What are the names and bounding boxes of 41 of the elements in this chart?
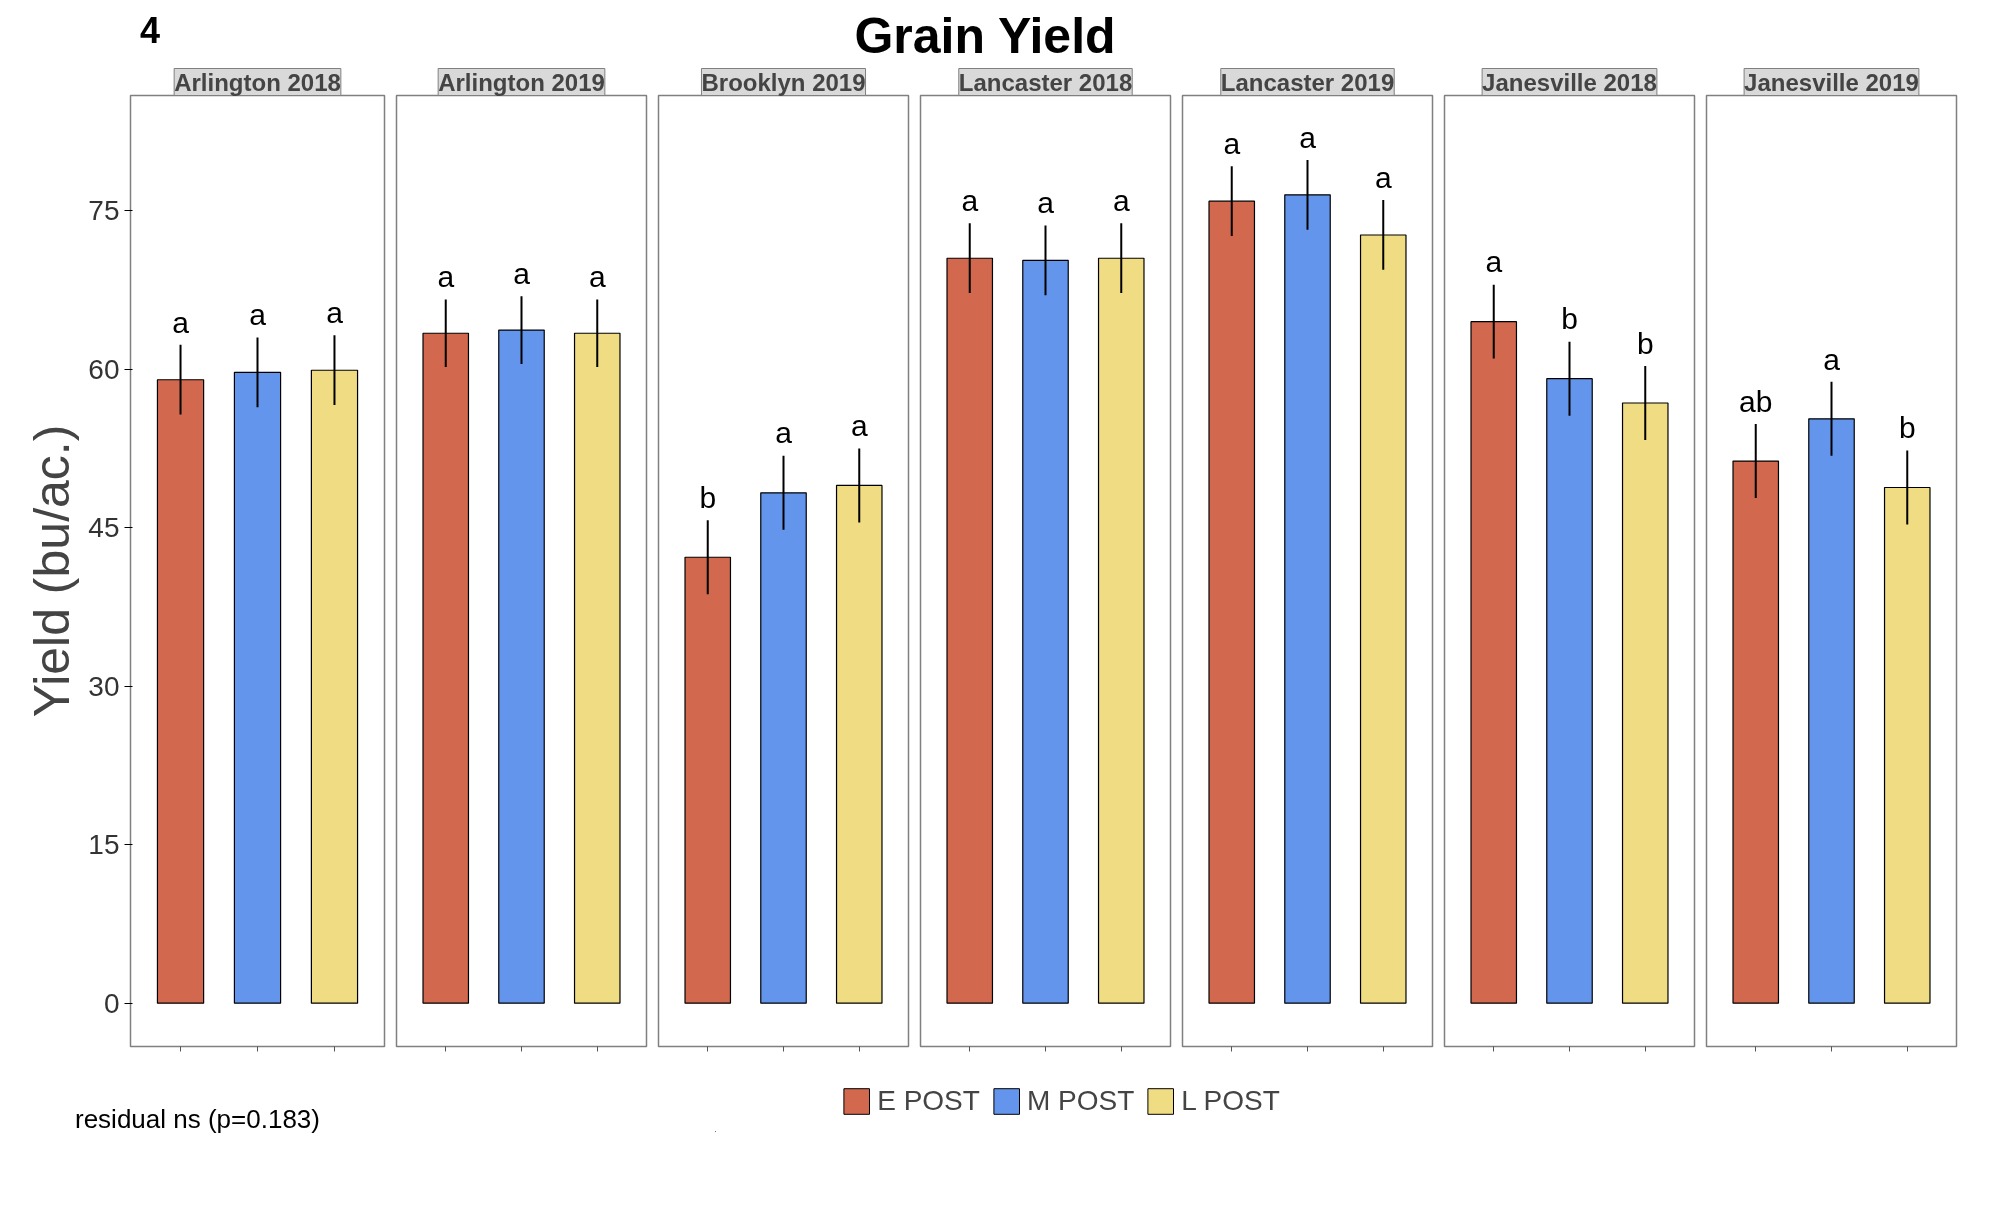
data-label: a xyxy=(249,298,267,332)
data-label: a xyxy=(1485,245,1503,279)
data-label: a xyxy=(437,260,455,294)
x-tick-label: Janesville 2018 xyxy=(1482,68,1657,96)
data-label: a xyxy=(1374,160,1392,194)
data-label: a xyxy=(326,296,344,330)
data-label: a xyxy=(1823,342,1841,376)
data-label: a xyxy=(1037,186,1055,220)
data-label: a xyxy=(1223,126,1241,160)
data-label: b xyxy=(1636,326,1654,360)
data-label: b xyxy=(699,480,717,514)
y-tick-label: 45 xyxy=(88,512,120,544)
y-tick-label: 15 xyxy=(88,829,120,861)
data-label: a xyxy=(1112,184,1130,218)
data-label: a xyxy=(1299,120,1317,154)
data-label: a xyxy=(588,260,606,294)
data-label: a xyxy=(961,184,979,218)
data-label: a xyxy=(850,409,868,443)
x-tick-label: Janesville 2019 xyxy=(1744,68,1919,96)
legend-label: M POST xyxy=(1026,1085,1135,1117)
x-tick-label: Lancaster 2018 xyxy=(958,68,1133,96)
x-tick-label: Lancaster 2019 xyxy=(1220,68,1395,96)
data-label: b xyxy=(1561,302,1578,336)
x-tick-label: Brooklyn 2019 xyxy=(701,68,866,96)
text: Grain Yield xyxy=(854,8,1116,64)
text: residual ns (p=0.183) xyxy=(74,1103,320,1136)
y-tick-label: 60 xyxy=(88,353,120,385)
y-axis-title: Yield (bu/ac.) xyxy=(24,424,81,718)
y-tick-label: 75 xyxy=(88,195,120,227)
y-tick-label: 0 xyxy=(103,987,120,1019)
data-label: a xyxy=(172,305,190,339)
x-tick-label: Arlington 2019 xyxy=(438,68,605,96)
data-label: b xyxy=(1898,411,1916,445)
data-label: ab xyxy=(1739,384,1773,418)
data-label: a xyxy=(775,416,793,450)
x-tick-label: Arlington 2018 xyxy=(174,68,341,96)
legend-label: L POST xyxy=(1181,1085,1280,1117)
data-label: a xyxy=(513,256,531,290)
y-tick-label: 30 xyxy=(88,670,120,702)
text: 4 xyxy=(140,9,161,53)
legend-label: E POST xyxy=(877,1085,980,1117)
